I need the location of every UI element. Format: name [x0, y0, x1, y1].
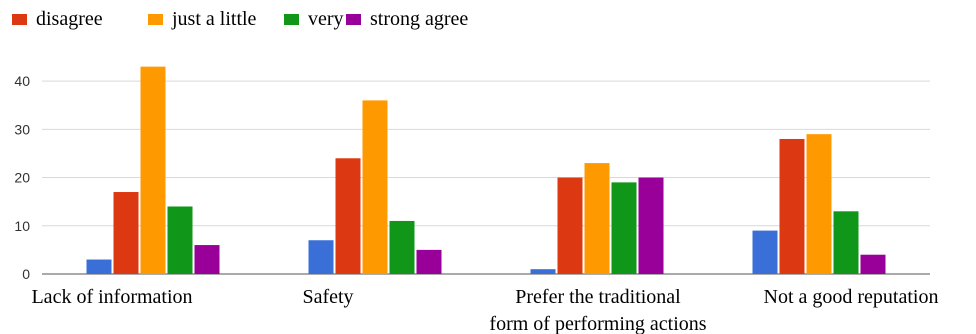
legend-label: disagree	[36, 8, 103, 30]
bar	[584, 163, 610, 274]
bar	[308, 240, 334, 274]
y-tick-label: 10	[14, 218, 30, 234]
legend-label: very	[308, 8, 344, 30]
bar	[362, 100, 388, 275]
bar	[806, 134, 832, 274]
bar	[194, 245, 220, 274]
legend-label: just a little	[171, 8, 257, 30]
bar	[140, 66, 166, 275]
legend-swatch	[148, 14, 163, 25]
x-tick-label: form of performing actions	[489, 313, 706, 334]
y-tick-label: 40	[14, 73, 30, 89]
bar	[530, 269, 556, 274]
bar	[113, 192, 139, 274]
y-tick-label: 20	[14, 170, 30, 186]
x-tick-label: Not a good reputation	[764, 286, 939, 308]
bar	[86, 259, 112, 274]
x-tick-label: Lack of information	[31, 286, 192, 308]
x-tick-label: Safety	[302, 286, 353, 308]
bar	[611, 182, 637, 274]
bar	[416, 249, 442, 274]
x-tick-label: Prefer the traditional	[515, 286, 681, 308]
bar	[779, 138, 805, 274]
legend-swatch	[12, 14, 27, 25]
bar	[389, 220, 415, 274]
bars	[86, 66, 886, 275]
legend-swatch	[346, 14, 361, 25]
y-tick-label: 0	[22, 266, 30, 282]
bar	[860, 254, 886, 274]
legend-label: strong agree	[370, 8, 468, 30]
bar	[638, 177, 664, 274]
bar	[752, 230, 778, 274]
bar	[557, 177, 583, 274]
bar	[167, 206, 193, 274]
y-tick-label: 30	[14, 121, 30, 137]
bar	[335, 158, 361, 274]
y-axis: 0 10 20 30 40	[14, 73, 30, 282]
legend-swatch	[284, 14, 299, 25]
bar	[833, 211, 859, 274]
x-axis: Lack of information Safety Prefer the trad…	[31, 286, 938, 334]
legend: disagree just a little very strong agree	[12, 8, 468, 30]
